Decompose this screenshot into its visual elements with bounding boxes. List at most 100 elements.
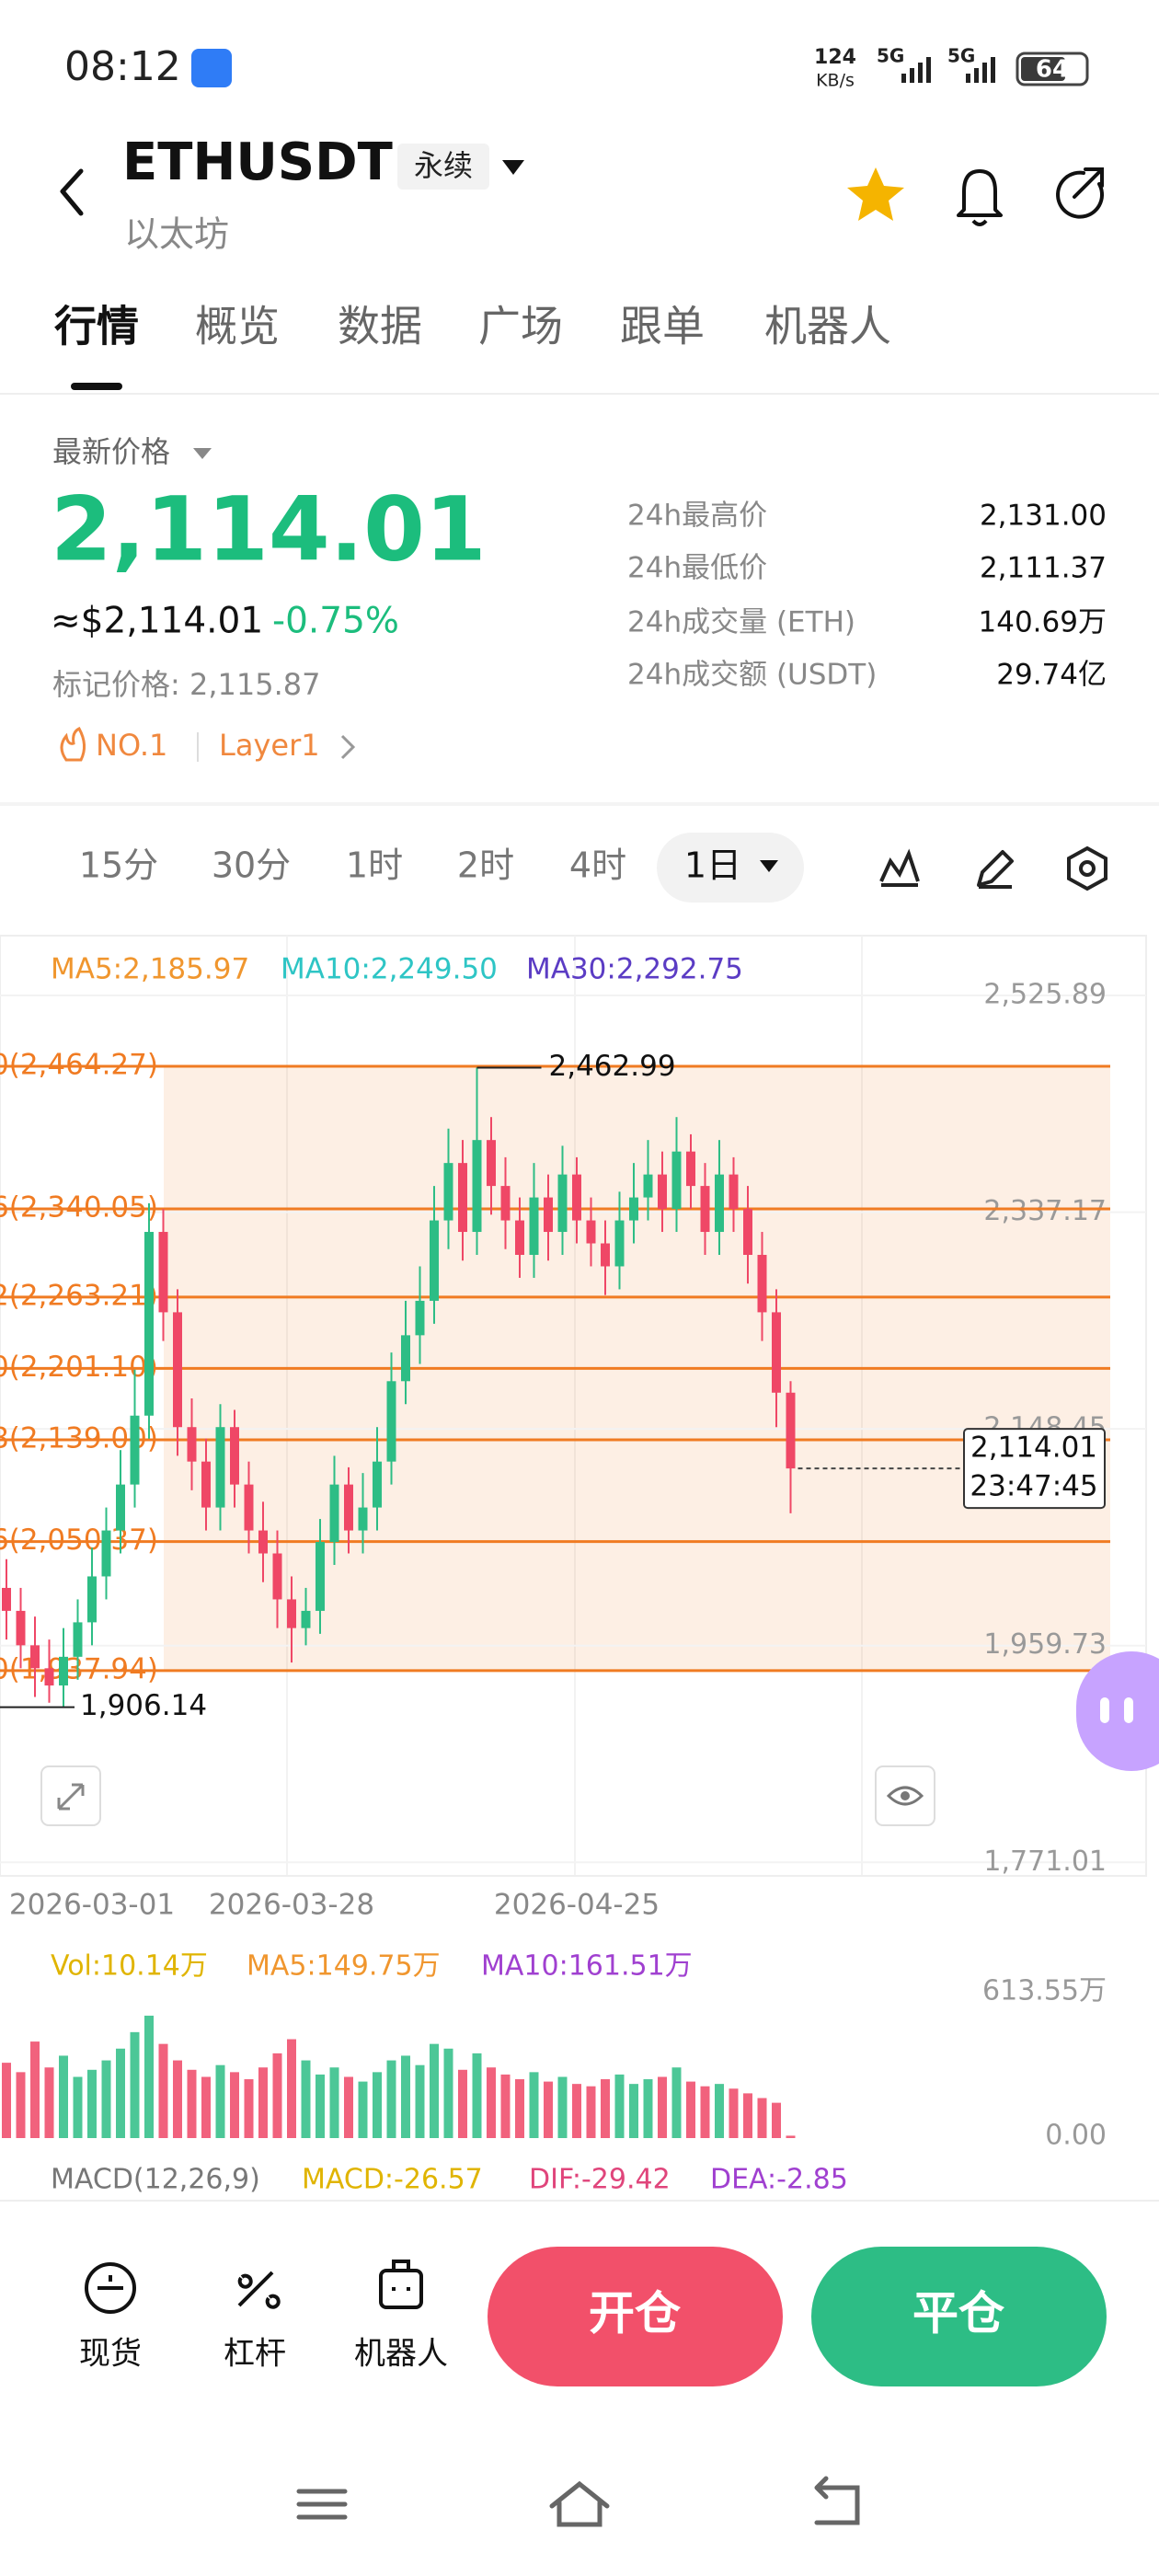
mark-price: 标记价格: 2,115.87 <box>52 667 320 702</box>
timeframe[interactable]: 1日 <box>684 845 741 886</box>
timeframe[interactable]: 2时 <box>457 845 514 886</box>
contract-chip[interactable] <box>397 144 489 190</box>
candle-body <box>272 1553 282 1600</box>
timeframe[interactable]: 1时 <box>346 845 403 886</box>
volume-bar <box>671 2067 682 2138</box>
candle-body <box>101 1530 111 1577</box>
candle-body <box>614 1220 625 1267</box>
candle-body <box>144 1232 154 1416</box>
candle-body <box>772 1312 781 1393</box>
candle-body <box>443 1163 453 1221</box>
ma-legend: MA5:2,185.97 <box>51 953 249 986</box>
rank-tag[interactable]: NO.1 <box>96 728 167 763</box>
tab[interactable]: 机器人 <box>764 302 891 351</box>
tab[interactable]: 行情 <box>54 302 139 351</box>
volume-bar <box>729 2088 739 2138</box>
volume-bar <box>59 2055 68 2138</box>
timeframe[interactable]: 30分 <box>212 845 291 886</box>
volume-bar <box>187 2069 197 2138</box>
assistant-bubble[interactable] <box>1076 1651 1159 1771</box>
volume-bar <box>258 2067 268 2138</box>
candle-body <box>230 1427 239 1485</box>
timeframe[interactable]: 4时 <box>569 845 626 886</box>
volume-bar <box>201 2076 211 2138</box>
nav-bar <box>296 2476 860 2527</box>
alert[interactable] <box>957 169 1003 226</box>
tab[interactable]: 广场 <box>478 302 563 351</box>
candle-body <box>329 1484 339 1543</box>
candle-body <box>544 1197 553 1233</box>
open-button[interactable] <box>488 2247 783 2386</box>
volume-tick-label: 613.55万 <box>982 1975 1107 2007</box>
share[interactable] <box>1056 167 1105 219</box>
volume-tick-label: 0.00 <box>1045 2120 1107 2152</box>
volume-bar <box>87 2069 97 2138</box>
level-label: 2(2,263.21) <box>0 1279 158 1312</box>
candle-body <box>16 1610 26 1646</box>
volume-bar <box>358 2081 368 2138</box>
dropdown[interactable] <box>193 448 212 459</box>
bottom-item[interactable]: 现货 <box>79 2336 142 2373</box>
timeframe[interactable]: 15分 <box>79 845 158 886</box>
ma-legend: MA10:2,249.50 <box>281 953 498 986</box>
settings-icon[interactable] <box>1079 860 1096 877</box>
nav-back[interactable] <box>814 2476 860 2525</box>
dropdown[interactable] <box>502 160 524 175</box>
tab[interactable]: 跟单 <box>620 302 705 351</box>
bottom-item[interactable]: 机器人 <box>354 2336 448 2373</box>
signal-label: 5G <box>947 45 975 67</box>
y-tick-label: 2,337.17 <box>983 1195 1107 1227</box>
candle-body <box>643 1174 653 1198</box>
candle-body <box>386 1381 396 1462</box>
level-label: 6(2,340.05) <box>0 1191 158 1225</box>
dropdown[interactable] <box>760 860 778 872</box>
volume-bar <box>443 2048 453 2138</box>
close-button[interactable] <box>811 2247 1107 2386</box>
nav-menu[interactable] <box>296 2489 348 2520</box>
candle-body <box>757 1254 767 1313</box>
draw-icon[interactable] <box>977 850 1014 889</box>
candle-body <box>786 1392 796 1469</box>
timeframe-pill <box>657 833 804 903</box>
sector-tag[interactable]: Layer1 <box>219 728 320 763</box>
nav-home[interactable] <box>549 2480 610 2527</box>
volume-bar <box>572 2084 581 2138</box>
candle-body <box>586 1220 596 1244</box>
contract: 永续 <box>414 148 473 183</box>
candle-body <box>258 1530 268 1554</box>
volume-bar <box>244 2079 254 2138</box>
expand-icon <box>57 1783 85 1811</box>
volume-bar <box>515 2079 524 2138</box>
y-tick-label: 2,525.89 <box>983 979 1107 1011</box>
volume-legend: Vol:10.14万 <box>51 1950 208 1983</box>
candle-body <box>130 1415 140 1485</box>
indicator-icon[interactable] <box>879 848 920 887</box>
back-button[interactable] <box>60 168 84 216</box>
tab[interactable]: 数据 <box>338 302 422 351</box>
volume-bar <box>101 2060 111 2138</box>
level-label: 0(1,937.94) <box>0 1652 158 1685</box>
candle-body <box>2 1587 11 1611</box>
volume-bar <box>643 2079 653 2138</box>
bottom-items: 现货 杠杆 机器人 <box>79 2336 448 2373</box>
tab[interactable]: 概览 <box>195 302 280 351</box>
stat-value: 29.74亿 <box>996 659 1107 692</box>
candle-body <box>59 1656 68 1686</box>
candle-body <box>287 1599 296 1628</box>
bottom-item[interactable]: 杠杆 <box>224 2336 286 2373</box>
flame-icon <box>60 727 86 762</box>
volume-bar <box>557 2076 568 2138</box>
close-label: 平仓 <box>912 2287 1005 2340</box>
volume-bar <box>301 2060 311 2138</box>
volume-bar <box>144 2015 154 2138</box>
volume-bar <box>715 2084 724 2138</box>
settings-icon[interactable] <box>1067 845 1107 891</box>
macd-legend: MACD:-26.57 <box>302 2164 483 2196</box>
candle-body <box>373 1461 382 1508</box>
candle-body <box>301 1610 311 1628</box>
assistant-eye <box>1124 1697 1133 1723</box>
last-price-label: 2,114.01 <box>970 1432 1097 1465</box>
favorite[interactable] <box>847 167 904 221</box>
volume-bar <box>344 2076 353 2138</box>
